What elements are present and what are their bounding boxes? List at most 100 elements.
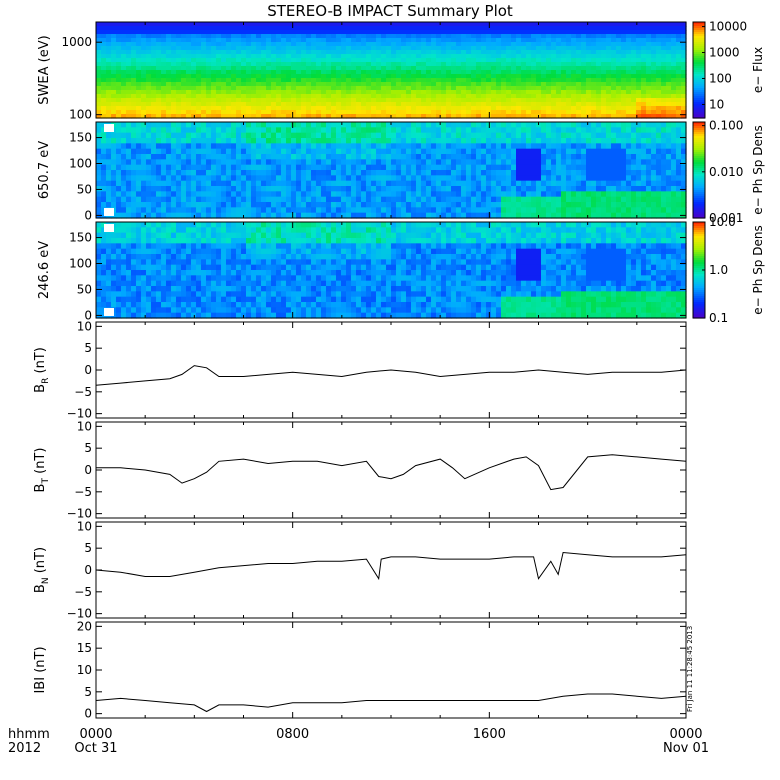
spectrogram-cell <box>516 143 522 150</box>
spectrogram-cell <box>416 26 422 31</box>
spectrogram-cell <box>111 106 117 111</box>
spectrogram-cell <box>146 159 152 166</box>
spectrogram-cell <box>201 207 207 214</box>
spectrogram-cell <box>521 154 527 160</box>
spectrogram-cell <box>546 122 552 128</box>
spectrogram-cell <box>336 102 342 107</box>
spectrogram-cell <box>561 70 567 75</box>
spectrogram-cell <box>441 122 447 128</box>
spectrogram-cell <box>266 78 272 83</box>
spectrogram-cell <box>401 132 407 139</box>
spectrogram-cell <box>361 143 367 150</box>
spectrogram-cell <box>211 54 217 59</box>
colorbar-band <box>693 34 705 37</box>
spectrogram-cell <box>256 26 262 31</box>
spectrogram-cell <box>431 94 437 99</box>
spectrogram-cell <box>206 90 212 95</box>
spectrogram-cell <box>196 22 202 27</box>
spectrogram-cell <box>121 202 127 208</box>
spectrogram-cell <box>111 42 117 47</box>
spectrogram-cell <box>241 132 247 139</box>
spectrogram-cell <box>276 122 282 128</box>
spectrogram-cell <box>311 106 317 111</box>
spectrogram-cell <box>571 22 577 27</box>
spectrogram-cell <box>131 138 137 144</box>
spectrogram-cell <box>516 191 522 198</box>
spectrogram-cell <box>601 159 607 166</box>
spectrogram-cell <box>96 42 102 47</box>
spectrogram-cell <box>261 54 267 59</box>
spectrogram-cell <box>206 98 212 103</box>
spectrogram-cell <box>381 102 387 107</box>
spectrogram-cell <box>111 54 117 59</box>
spectrogram-cell <box>156 50 162 55</box>
spectrogram-cell <box>651 127 657 134</box>
spectrogram-cell <box>626 191 632 198</box>
spectrogram-cell <box>341 82 347 87</box>
spectrogram-cell <box>181 207 187 214</box>
spectrogram-cell <box>151 22 157 27</box>
spectrogram-cell <box>461 70 467 75</box>
spectrogram-cell <box>286 106 292 111</box>
spectrogram-cell <box>326 170 332 176</box>
spectrogram-cell <box>581 42 587 47</box>
spectrogram-cell <box>351 132 357 139</box>
spectrogram-cell <box>271 94 277 99</box>
spectrogram-cell <box>406 58 412 63</box>
spectrogram-cell <box>546 22 552 27</box>
spectrogram-cell <box>306 191 312 198</box>
spectrogram-cell <box>311 34 317 39</box>
spectrogram-cell <box>571 66 577 71</box>
spectrogram-cell <box>396 66 402 71</box>
spectrogram-cell <box>186 90 192 95</box>
spectrogram-cell <box>301 30 307 35</box>
spectrogram-cell <box>336 132 342 139</box>
spectrogram-cell <box>366 196 372 203</box>
spectrogram-cell <box>101 30 107 35</box>
spectrogram-cell <box>271 175 277 182</box>
spectrogram-cell <box>191 42 197 47</box>
spectrogram-cell <box>161 164 167 171</box>
spectrogram-cell <box>381 202 387 208</box>
spectrogram-cell <box>206 114 212 119</box>
spectrogram-cell <box>396 86 402 91</box>
spectrogram-cell <box>306 114 312 119</box>
spectrogram-cell <box>246 159 252 166</box>
spectrogram-cell <box>391 30 397 35</box>
spectrogram-cell <box>671 186 677 192</box>
spectrogram-cell <box>171 98 177 103</box>
spectrogram-cell <box>131 102 137 107</box>
spectrogram-cell <box>371 122 377 128</box>
spectrogram-cell <box>311 38 317 43</box>
spectrogram-cell <box>296 74 302 79</box>
spectrogram-cell <box>401 148 407 155</box>
spectrogram-cell <box>136 127 142 134</box>
spectrogram-cell <box>431 98 437 103</box>
spectrogram-cell <box>316 70 322 75</box>
spectrogram-cell <box>581 50 587 55</box>
spectrogram-cell <box>656 164 662 171</box>
spectrogram-cell <box>481 138 487 144</box>
spectrogram-cell <box>671 46 677 51</box>
colorbar-band <box>693 26 705 29</box>
spectrogram-cell <box>401 122 407 128</box>
spectrogram-cell <box>541 138 547 144</box>
spectrogram-cell <box>456 175 462 182</box>
spectrogram-cell <box>621 143 627 150</box>
spectrogram-cell <box>651 98 657 103</box>
spectrogram-cell <box>341 50 347 55</box>
spectrogram-cell <box>256 159 262 166</box>
spectrogram-cell <box>301 102 307 107</box>
spectrogram-cell <box>636 26 642 31</box>
spectrogram-cell <box>521 38 527 43</box>
spectrogram-cell <box>156 78 162 83</box>
spectrogram-cell <box>116 148 122 155</box>
spectrogram-cell <box>371 148 377 155</box>
spectrogram-cell <box>166 86 172 91</box>
spectrogram-cell <box>151 143 157 150</box>
spectrogram-cell <box>666 94 672 99</box>
spectrogram-cell <box>156 202 162 208</box>
spectrogram-cell <box>596 122 602 128</box>
spectrogram-cell <box>361 54 367 59</box>
spectrogram-cell <box>621 170 627 176</box>
